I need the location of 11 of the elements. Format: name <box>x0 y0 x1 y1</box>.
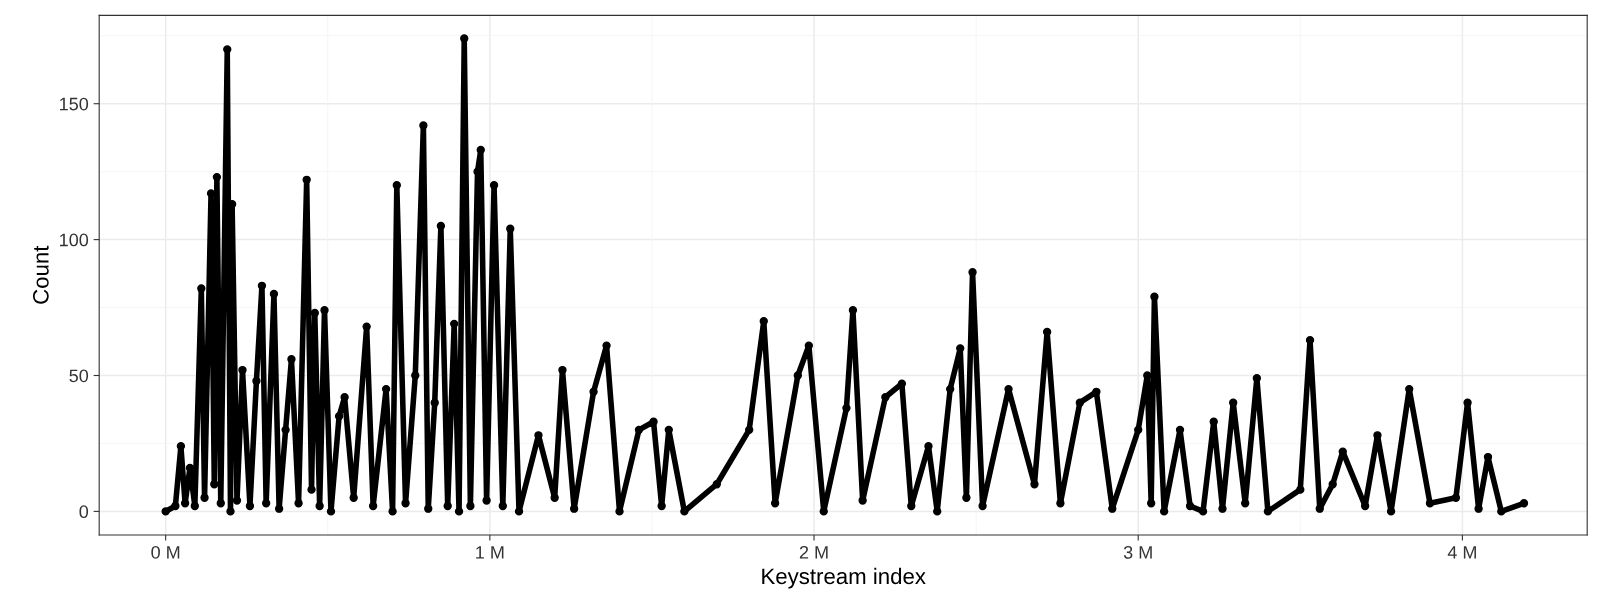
x-tick-label: 2 M <box>799 545 828 559</box>
x-tick-label: 1 M <box>476 546 504 559</box>
x-axis-title: Keystream index <box>762 567 926 589</box>
y-tick-label: 150 <box>60 97 89 111</box>
y-axis-title: Count <box>32 245 49 304</box>
x-tick-label: 4 M <box>1447 546 1476 559</box>
y-tick-label: 100 <box>60 233 89 247</box>
y-tick-label: 0 <box>79 505 89 519</box>
y-tick-label: 50 <box>69 369 89 383</box>
x-tick-label: 3 M <box>1123 545 1152 559</box>
x-tick-label: 0 M <box>151 545 180 559</box>
